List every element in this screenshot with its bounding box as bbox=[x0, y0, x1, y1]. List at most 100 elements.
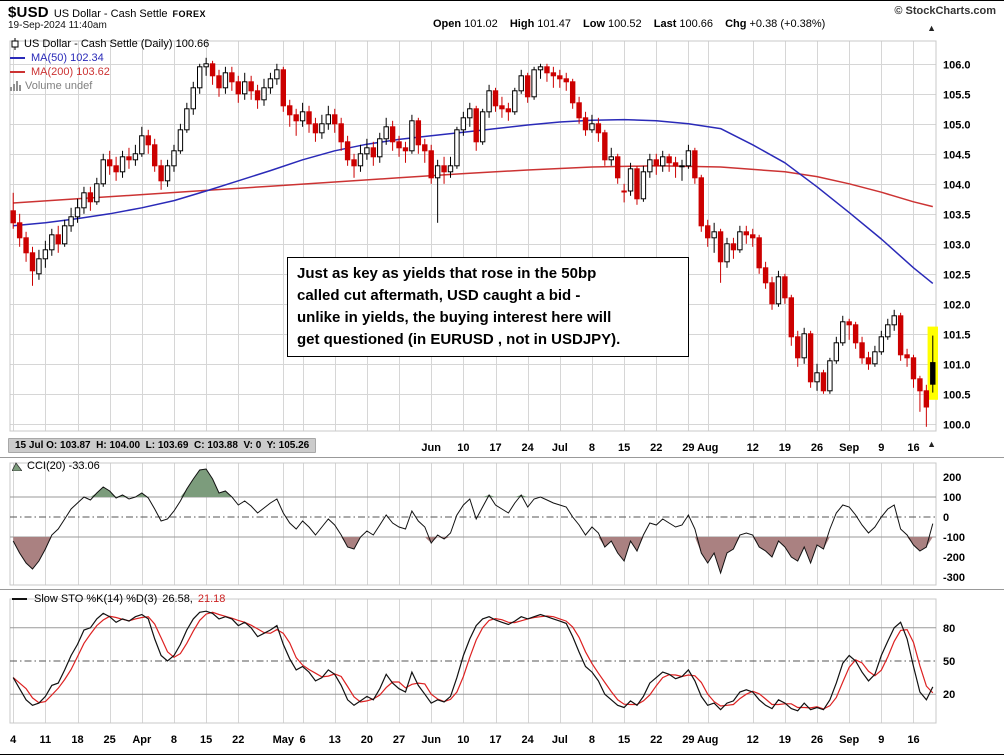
high-value: 101.47 bbox=[537, 18, 571, 30]
legend-row-volume: Volume undef bbox=[10, 79, 209, 93]
candlestick-series bbox=[10, 57, 936, 427]
main-y-axis-label: 102.5 bbox=[943, 270, 971, 282]
bottom-x-axis-label: 22 bbox=[232, 734, 244, 746]
ma50-label: MA(50) 102.34 bbox=[31, 52, 104, 64]
quote-datetime: 19-Sep-2024 11:40am bbox=[8, 20, 107, 31]
bottom-x-axis-label: 18 bbox=[71, 734, 83, 746]
sto-k-line bbox=[12, 610, 934, 712]
low-value: 100.52 bbox=[608, 18, 642, 30]
cci-y-axis-label: -200 bbox=[943, 552, 965, 564]
annotation-line: Just as key as yields that rose in the 5… bbox=[297, 265, 597, 282]
main-x-axis-label: 8 bbox=[589, 442, 595, 454]
panel-collapse-arrow-icon[interactable]: ▲ bbox=[927, 23, 936, 33]
bottom-x-axis-label: Aug bbox=[697, 734, 718, 746]
bottom-x-axis-label: 17 bbox=[489, 734, 501, 746]
main-x-axis-label: Jul bbox=[552, 442, 568, 454]
annotation-line: unlike in yields, the buying interest he… bbox=[297, 309, 612, 326]
bottom-x-axis-label: 26 bbox=[811, 734, 823, 746]
annotation-box: Just as key as yields that rose in the 5… bbox=[287, 257, 689, 357]
main-x-axis-label: 26 bbox=[811, 442, 823, 454]
bottom-x-axis-label: 12 bbox=[747, 734, 759, 746]
main-x-axis-label: Sep bbox=[839, 442, 859, 454]
annotation-line: called cut aftermath, USD caught a bid - bbox=[297, 287, 581, 304]
chg-value: +0.38 (+0.38%) bbox=[749, 18, 826, 30]
cci-y-axis-label: 100 bbox=[943, 492, 961, 504]
main-y-axis-label: 103.5 bbox=[943, 210, 971, 222]
cci-legend-label: CCI(20) -33.06 bbox=[27, 460, 100, 472]
sto-y-axis-label: 20 bbox=[943, 689, 955, 701]
bottom-x-axis-label: 4 bbox=[10, 734, 17, 746]
ma200-line-icon bbox=[10, 71, 25, 73]
sto-line-icon bbox=[12, 598, 27, 600]
bottom-x-axis-label: Jun bbox=[421, 734, 441, 746]
main-chart-legend: US Dollar - Cash Settle (Daily) 100.66 M… bbox=[10, 37, 209, 93]
copyright-label: © StockCharts.com bbox=[894, 5, 996, 17]
open-label: Open bbox=[433, 18, 462, 30]
low-label: Low bbox=[583, 18, 606, 30]
main-y-axis-label: 101.0 bbox=[943, 360, 971, 372]
last-label: Last bbox=[653, 18, 677, 30]
bottom-x-axis-label: 16 bbox=[907, 734, 919, 746]
main-x-axis-label: 29 bbox=[682, 442, 694, 454]
main-y-axis-label: 105.0 bbox=[943, 120, 971, 132]
main-x-axis-label: 9 bbox=[878, 442, 884, 454]
quote-summary: Open 101.02 High 101.47 Low 100.52 Last 100.… bbox=[424, 18, 825, 30]
bottom-x-axis-label: Sep bbox=[839, 734, 859, 746]
sto-d-line bbox=[12, 611, 934, 710]
bottom-x-axis-label: 27 bbox=[393, 734, 405, 746]
candlestick-icon bbox=[11, 38, 19, 50]
main-y-axis-label: 104.0 bbox=[943, 180, 971, 192]
main-x-axis-label: 12 bbox=[747, 442, 759, 454]
main-y-axis-label: 100.0 bbox=[943, 420, 971, 432]
bottom-x-axis-label: 8 bbox=[589, 734, 595, 746]
main-y-axis-label: 105.5 bbox=[943, 90, 971, 102]
main-y-axis-label: 103.0 bbox=[943, 240, 971, 252]
cci-y-axis-label: -100 bbox=[943, 532, 965, 544]
ma50-line-icon bbox=[10, 57, 25, 59]
bottom-x-axis-label: 15 bbox=[200, 734, 212, 746]
last-value: 100.66 bbox=[679, 18, 714, 30]
cci-area-icon bbox=[12, 461, 22, 471]
main-x-axis-label: 10 bbox=[457, 442, 469, 454]
bottom-x-axis-label: 20 bbox=[361, 734, 373, 746]
chg-label: Chg bbox=[725, 18, 747, 30]
bottom-x-axis-label: 10 bbox=[457, 734, 469, 746]
main-y-axis-label: 101.5 bbox=[943, 330, 971, 342]
main-y-axis-label: 102.0 bbox=[943, 300, 971, 312]
volume-bars-icon bbox=[10, 81, 21, 91]
legend-row-instrument: US Dollar - Cash Settle (Daily) 100.66 bbox=[10, 37, 209, 51]
exchange-label: FOREX bbox=[172, 9, 207, 19]
cci-line bbox=[12, 468, 934, 575]
sto-k-value: 26.58, bbox=[162, 593, 193, 605]
sto-legend-label: Slow STO %K(14) %D(3) bbox=[34, 593, 158, 605]
bottom-x-axis-label: 22 bbox=[650, 734, 662, 746]
bottom-x-axis-label: 19 bbox=[779, 734, 791, 746]
bottom-x-axis-label: 8 bbox=[171, 734, 177, 746]
high-label: High bbox=[509, 18, 535, 30]
open-value: 101.02 bbox=[464, 18, 498, 30]
panel-resize-arrow-icon[interactable]: ▲ bbox=[927, 439, 936, 449]
cci-y-axis-label: 0 bbox=[943, 512, 949, 524]
legend-row-ma200: MA(200) 103.62 bbox=[10, 65, 209, 79]
bottom-x-axis-label: 29 bbox=[682, 734, 694, 746]
cci-overbought-fill bbox=[13, 469, 933, 497]
main-x-axis-label: 19 bbox=[779, 442, 791, 454]
sto-legend: Slow STO %K(14) %D(3) 26.58, 21.18 bbox=[12, 593, 225, 605]
cci-legend: CCI(20) -33.06 bbox=[12, 460, 100, 472]
bottom-x-axis-label: 6 bbox=[300, 734, 306, 746]
legend-row-ma50: MA(50) 102.34 bbox=[10, 51, 209, 65]
main-y-axis-label: 104.5 bbox=[943, 150, 971, 162]
main-x-axis-label: Aug bbox=[697, 442, 718, 454]
ohlc-status-bar: 15 Jul O: 103.87 H: 104.00 L: 103.69 C: … bbox=[8, 438, 317, 453]
instrument-name: US Dollar - Cash Settle bbox=[53, 8, 168, 20]
volume-label: Volume undef bbox=[25, 80, 93, 92]
main-y-axis-label: 100.5 bbox=[943, 390, 971, 402]
chart-header: $USD US Dollar - Cash Settle FOREX bbox=[8, 4, 206, 22]
ohlc-status-text: 15 Jul O: 103.87 H: 104.00 L: 103.69 C: … bbox=[15, 440, 310, 451]
main-x-axis-label: 22 bbox=[650, 442, 662, 454]
bottom-x-axis-label: 25 bbox=[104, 734, 116, 746]
bottom-x-axis-label: 15 bbox=[618, 734, 630, 746]
ma200-label: MA(200) 103.62 bbox=[31, 66, 110, 78]
